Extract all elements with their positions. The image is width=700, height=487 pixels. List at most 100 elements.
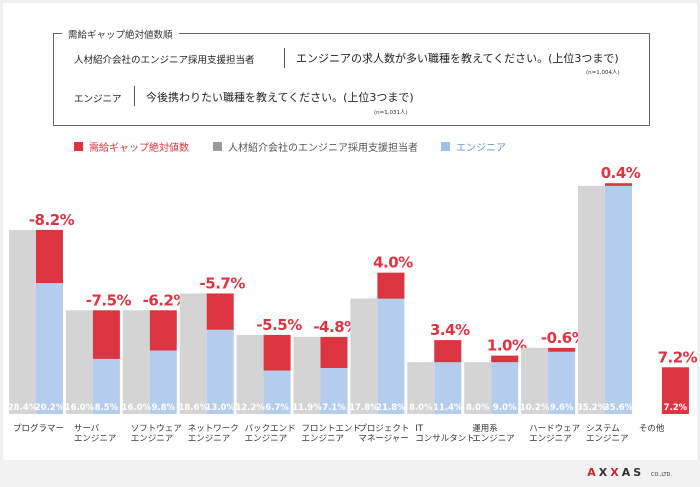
category-label: コンサルタント [415, 434, 475, 444]
gap-value-label: -6.2% [143, 291, 189, 309]
recruiter-value-label: 35.2% [577, 403, 607, 413]
engineer-bar [263, 370, 291, 414]
engineer-value-label: 9.0% [493, 403, 517, 413]
recruiter-value-label: 16.0% [122, 403, 152, 413]
engineer-value-label: 7.2% [664, 403, 688, 413]
recruiter-bar [65, 310, 93, 414]
category-label: エンジニア [188, 434, 231, 444]
gap-value-label: -7.5% [86, 291, 132, 309]
category-label: ネットワーク [188, 424, 239, 434]
gap-value-label: 1.0% [487, 337, 527, 355]
category-label: 運用系 [472, 423, 498, 434]
recruiter-bar [293, 336, 321, 414]
gap-bar [548, 347, 576, 352]
engineer-value-label: 6.7% [265, 403, 289, 413]
legend-recruiter-label: 人材紹介会社のエンジニア採用支援担当者 [228, 143, 418, 154]
company-logo: AXXAS CO.,LTD. [587, 466, 672, 479]
engineer-value-label: 13.0% [205, 403, 235, 413]
gap-value-label: 0.4% [601, 164, 641, 182]
recruiter-value-label: 8.0% [409, 403, 433, 413]
category-label: IT [415, 424, 424, 434]
recruiter-bar [521, 347, 549, 414]
recruiter-value-label: 0% [641, 403, 656, 413]
gap-bar [605, 183, 632, 186]
legend-recruiter-swatch [213, 142, 222, 151]
q1-question: エンジニアの求人数が多い職種を教えてください。(上位3つまで) [296, 52, 619, 65]
engineer-value-label: 8.5% [95, 403, 119, 413]
gap-value-label: 4.0% [373, 254, 413, 272]
engineer-value-label: 11.4% [433, 403, 463, 413]
recruiter-value-label: 18.6% [178, 403, 208, 413]
category-label: フロントエンド [302, 424, 362, 434]
recruiter-value-label: 28.4% [8, 403, 38, 413]
recruiter-value-label: 8.0% [466, 403, 490, 413]
question-box-title: 需給ギャップ絶対値数順 [62, 27, 179, 41]
recruiter-bar [464, 362, 492, 414]
engineer-value-label: 7.1% [322, 403, 346, 413]
legend-engineer: エンジニア [441, 139, 506, 154]
recruiter-bar [236, 334, 264, 414]
legend-engineer-swatch [441, 142, 450, 151]
category-label: ハードウェア [529, 424, 580, 434]
q2-divider [134, 86, 135, 106]
engineer-value-label: 21.8% [376, 403, 406, 413]
engineer-bar [605, 183, 632, 414]
engineer-bar [320, 367, 348, 414]
category-label: バックエンド [245, 424, 296, 434]
gap-bar [320, 336, 348, 368]
recruiter-bar [179, 293, 207, 414]
gap-value-label: -5.5% [256, 316, 302, 334]
engineer-value-label: 20.2% [35, 403, 65, 413]
category-label: エンジニア [586, 434, 629, 444]
legend-gap: 需給ギャップ絶対値数 [74, 139, 189, 154]
category-label: サーバ [74, 424, 100, 434]
category-label: その他 [639, 423, 665, 434]
gap-bar [434, 340, 462, 363]
gap-bar [36, 229, 63, 284]
recruiter-bar [407, 362, 435, 414]
recruiter-bar [9, 229, 36, 414]
recruiter-value-label: 16.0% [65, 403, 95, 413]
gap-bar [377, 272, 405, 299]
legend-gap-label: 需給ギャップ絶対値数 [89, 143, 189, 154]
recruiter-bar [122, 310, 150, 414]
legend-engineer-label: エンジニア [456, 143, 506, 154]
q2-question: 今後携わりたい職種を教えてください。(上位3つまで) [146, 91, 414, 104]
category-label: エンジニア [131, 434, 174, 444]
q2-respondent: エンジニア [74, 94, 122, 105]
engineer-value-label: 9.8% [152, 403, 176, 413]
category-label: エンジニア [74, 434, 117, 444]
category-label: ソフトウェア [131, 424, 182, 434]
recruiter-value-label: 11.9% [292, 403, 322, 413]
gap-value-label: -8.2% [29, 211, 75, 229]
legend-recruiter: 人材紹介会社のエンジニア採用支援担当者 [213, 139, 418, 154]
gap-bar [491, 355, 519, 363]
gap-bar [263, 334, 291, 371]
q2-sample-size: (n=1,031人) [374, 110, 408, 116]
engineer-value-label: 9.6% [550, 403, 574, 413]
recruiter-bar [578, 185, 605, 414]
footer-bar [0, 460, 700, 487]
engineer-bar [92, 358, 120, 414]
q1-sample-size: (n=1,004人) [586, 70, 620, 76]
category-label: プロジェクト [358, 424, 409, 434]
engineer-bar [36, 283, 63, 414]
category-label: エンジニア [245, 434, 288, 444]
q1-respondent: 人材紹介会社のエンジニア採用支援担当者 [74, 55, 255, 66]
gap-value-label: -4.8% [313, 318, 359, 336]
recruiter-value-label: 10.2% [520, 403, 550, 413]
q1-divider [284, 48, 285, 68]
category-label: システム [586, 424, 620, 434]
engineer-bar [548, 351, 576, 414]
gap-value-label: 7.2% [658, 348, 698, 366]
legend-gap-swatch [74, 142, 83, 151]
gap-value-label: -5.7% [200, 274, 246, 292]
gap-bar [149, 310, 177, 351]
recruiter-value-label: 17.8% [349, 403, 379, 413]
gap-value-label: 3.4% [430, 321, 470, 339]
category-label: マネージャー [358, 434, 408, 444]
recruiter-value-label: 12.2% [235, 403, 265, 413]
category-label: エンジニア [529, 434, 572, 444]
question-box [53, 33, 650, 126]
